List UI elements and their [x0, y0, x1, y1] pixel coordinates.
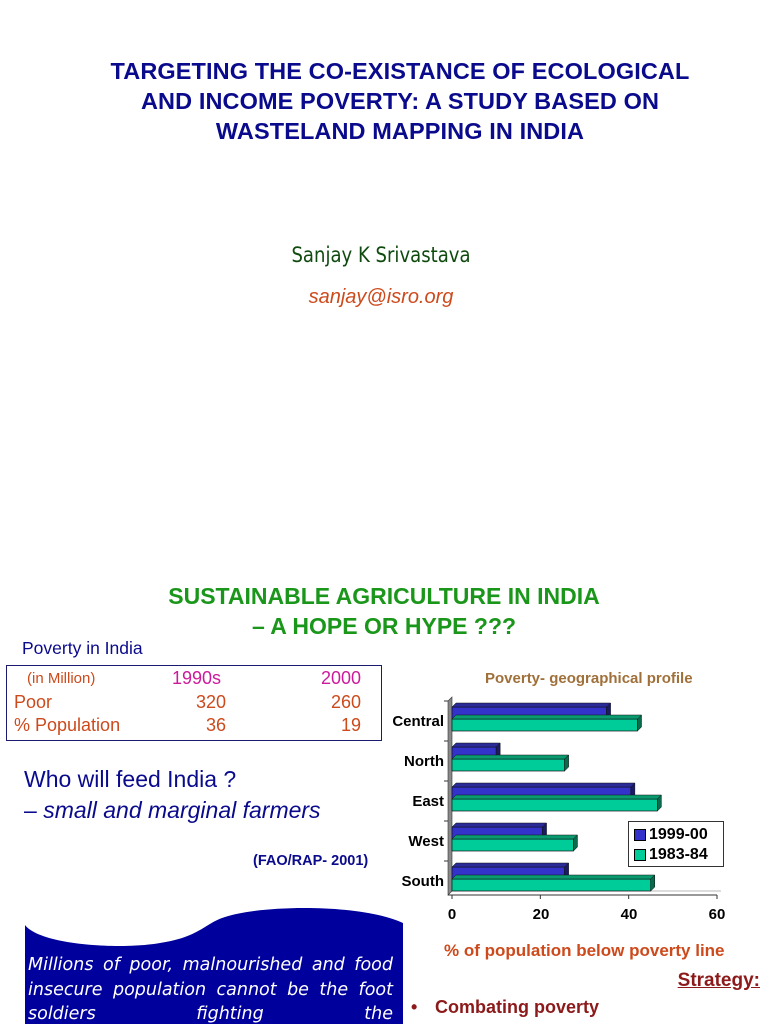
callout-text: Millions of poor, malnourished and food …: [28, 955, 393, 1024]
category-label: Central: [392, 713, 444, 730]
row-label: Poor: [14, 692, 53, 712]
legend-item-1999: 1999-00: [634, 825, 708, 845]
slide1-title-line: TARGETING THE CO-EXISTANCE OF ECOLOGICAL: [110, 58, 690, 84]
legend-swatch-blue: [634, 829, 646, 841]
row-value: 36: [205, 715, 226, 735]
x-tick-label: 60: [708, 906, 726, 923]
header-col-2000: 2000: [320, 668, 361, 688]
source-citation: (FAO/RAP- 2001): [253, 853, 369, 869]
feed-question: Who will feed India ?: [24, 766, 237, 792]
chart-plot-area: [444, 696, 721, 899]
poverty-heading: Poverty in India: [22, 638, 143, 658]
row-value: 19: [340, 715, 361, 735]
x-tick-label: 40: [620, 906, 638, 923]
bar-chart: Central North East West South 0 20 40 60…: [380, 695, 768, 935]
feed-answer: – small and marginal farmers: [24, 797, 321, 824]
category-label: West: [408, 833, 444, 850]
row-value: 320: [195, 692, 226, 712]
table-row: Poor 320 260: [7, 692, 381, 714]
strategy-list: • Combating poverty: [411, 996, 599, 1018]
callout-wave-shape: [25, 907, 403, 1024]
x-tick-label: 20: [532, 906, 550, 923]
slide2-title-line: SUSTAINABLE AGRICULTURE IN INDIA: [168, 583, 600, 609]
poverty-table-header: (in Million) 1990s 2000: [7, 666, 381, 688]
list-item-text: Combating poverty: [435, 997, 600, 1017]
slide1-title-line: WASTELAND MAPPING IN INDIA: [215, 118, 585, 144]
chart-legend: 1999-00 1983-84: [628, 821, 724, 867]
header-col-1990s: 1990s: [171, 668, 221, 688]
feed-answer-text: small and marginal farmers: [43, 797, 321, 823]
legend-swatch-green: [634, 849, 646, 861]
slide1-title: TARGETING THE CO-EXISTANCE OF ECOLOGICAL…: [0, 56, 768, 146]
slide2-title: SUSTAINABLE AGRICULTURE IN INDIA – A HOP…: [0, 581, 768, 641]
table-row: % Population 36 19: [7, 715, 381, 737]
list-item: • Combating poverty: [411, 996, 599, 1018]
chart-title: Poverty- geographical profile: [485, 670, 693, 687]
strategy-heading: Strategy:: [677, 970, 760, 991]
legend-label: 1999-00: [649, 826, 708, 843]
category-label: South: [401, 873, 445, 890]
x-tick-label: 0: [447, 906, 457, 923]
bullet-icon: •: [411, 997, 418, 1017]
slide2-title-line: – A HOPE OR HYPE ???: [251, 613, 517, 639]
row-label: % Population: [14, 715, 121, 735]
author-email[interactable]: sanjay@isro.org: [308, 286, 454, 308]
row-value: 260: [330, 692, 361, 712]
legend-item-1983: 1983-84: [634, 845, 708, 865]
legend-label: 1983-84: [649, 846, 708, 863]
chart-x-axis-label: % of population below poverty line: [444, 941, 725, 960]
slide1-title-line: AND INCOME POVERTY: A STUDY BASED ON: [140, 88, 660, 114]
feed-dash: –: [24, 797, 44, 823]
category-label: East: [412, 793, 444, 810]
category-label: North: [404, 753, 444, 770]
header-unit-label: (in Million): [27, 670, 96, 687]
author-name: Sanjay K Srivastava: [291, 243, 471, 267]
poverty-table: (in Million) 1990s 2000 Poor 320 260 % P…: [6, 665, 382, 741]
